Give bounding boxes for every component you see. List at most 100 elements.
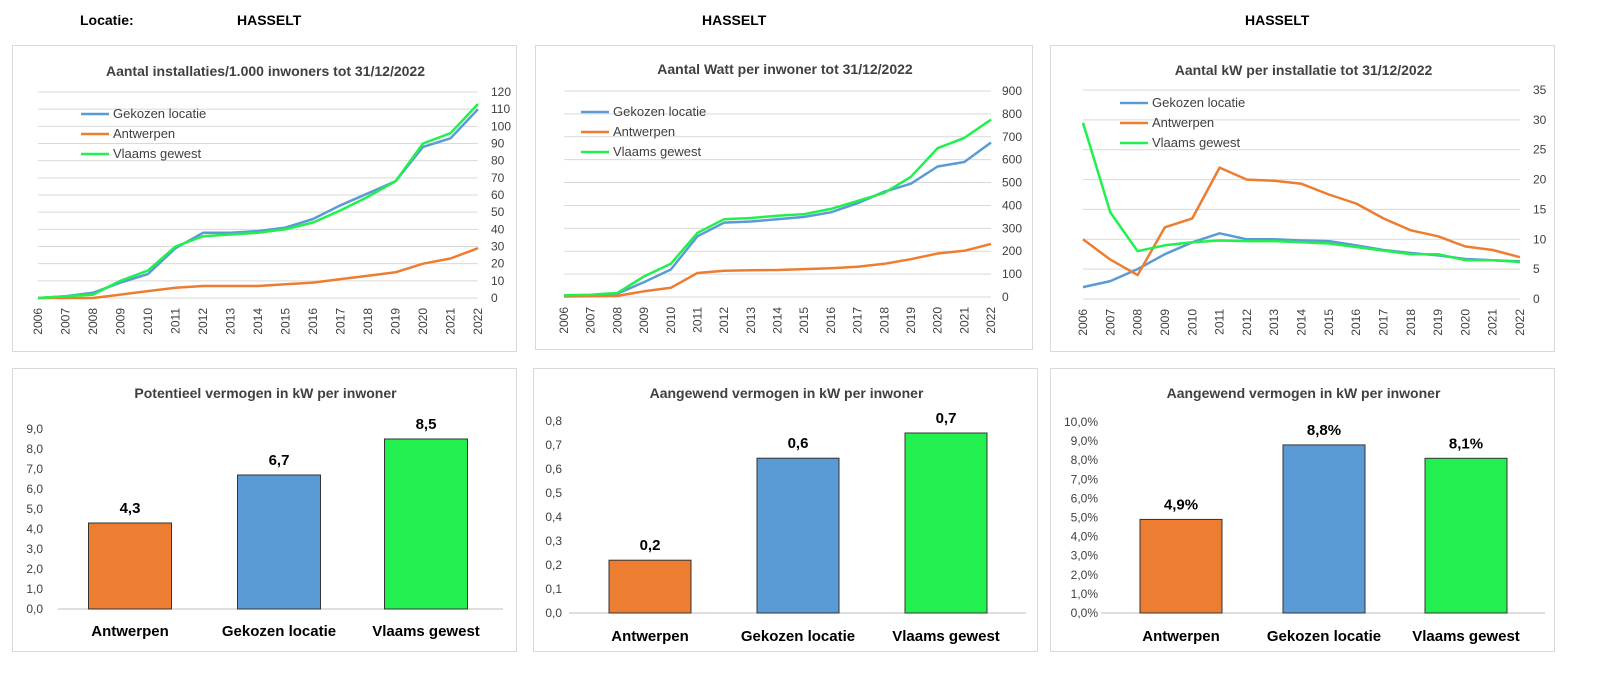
y-tick-label: 5,0 <box>26 502 43 516</box>
x-tick-label: 2011 <box>169 308 183 334</box>
y-tick-label: 0,4 <box>545 510 562 524</box>
y-tick-label: 200 <box>1002 244 1022 258</box>
x-tick-label: 2016 <box>306 308 320 335</box>
y-tick-label: 5,0% <box>1071 511 1099 525</box>
category-label: Gekozen locatie <box>1267 628 1381 645</box>
chart-title: Aantal Watt per inwoner tot 31/12/2022 <box>657 61 913 77</box>
bar <box>904 432 988 614</box>
chart-title: Aangewend vermogen in kW per inwoner <box>1167 385 1441 401</box>
series-line <box>38 247 479 300</box>
y-tick-label: 2,0 <box>26 562 43 576</box>
y-tick-label: 5 <box>1533 262 1540 276</box>
y-tick-label: 10 <box>1533 232 1547 246</box>
x-tick-label: 2012 <box>717 307 731 334</box>
y-tick-label: 4,0% <box>1071 530 1099 544</box>
chart-kw-per-installatie: Aantal kW per installatie tot 31/12/2022… <box>1050 45 1555 352</box>
data-label: 0,2 <box>640 537 661 554</box>
chart-aangewend-vermogen-pct: Aangewend vermogen in kW per inwoner 0,0%… <box>1050 368 1555 652</box>
y-tick-label: 10 <box>491 274 505 288</box>
x-tick-label: 2021 <box>1486 309 1500 336</box>
line-chart-svg: Aantal kW per installatie tot 31/12/2022… <box>1076 62 1547 336</box>
y-tick-label: 0,2 <box>545 558 562 572</box>
x-tick-label: 2018 <box>877 307 891 334</box>
series-line <box>1082 166 1521 277</box>
y-tick-label: 0,0 <box>545 606 562 620</box>
bar <box>1282 444 1366 614</box>
category-label: Antwerpen <box>91 623 169 640</box>
location-label: Locatie: <box>80 12 134 28</box>
y-tick-label: 0,8 <box>545 414 562 428</box>
category-label: Vlaams gewest <box>892 628 1000 645</box>
y-tick-label: 60 <box>491 188 505 202</box>
y-tick-label: 110 <box>491 102 510 116</box>
series-line <box>563 242 992 298</box>
x-tick-label: 2009 <box>114 308 128 335</box>
y-tick-label: 6,0% <box>1071 491 1099 505</box>
bar-chart-svg: Potentieel vermogen in kW per inwoner 0,0… <box>26 385 503 640</box>
x-tick-label: 2007 <box>59 308 73 335</box>
line-chart-svg: Aantal Watt per inwoner tot 31/12/2022 0 1… <box>557 61 1022 334</box>
y-tick-label: 0 <box>1002 290 1009 304</box>
x-tick-label: 2019 <box>904 307 918 334</box>
y-tick-label: 30 <box>491 240 505 254</box>
data-label: 0,6 <box>788 435 809 452</box>
category-label: Antwerpen <box>611 628 689 645</box>
legend-label: Antwerpen <box>613 124 675 139</box>
y-tick-label: 0 <box>1533 292 1540 306</box>
x-tick-label: 2007 <box>1103 309 1117 336</box>
x-tick-label: 2020 <box>416 308 430 335</box>
legend-label: Vlaams gewest <box>613 144 702 159</box>
x-tick-label: 2015 <box>279 308 293 335</box>
x-tick-label: 2013 <box>224 308 238 335</box>
y-tick-label: 900 <box>1002 84 1022 98</box>
y-tick-label: 500 <box>1002 176 1022 190</box>
x-tick-label: 2015 <box>797 307 811 334</box>
data-label: 4,3 <box>120 500 141 517</box>
x-tick-label: 2018 <box>1404 309 1418 336</box>
bar-chart-svg: Aangewend vermogen in kW per inwoner 0,0 0… <box>545 385 1026 645</box>
legend-label: Antwerpen <box>113 126 175 141</box>
data-label: 6,7 <box>269 452 290 469</box>
legend-label: Antwerpen <box>1152 115 1214 130</box>
chart-title: Aantal kW per installatie tot 31/12/2022 <box>1175 62 1433 78</box>
x-tick-label: 2014 <box>1295 309 1309 336</box>
y-tick-label: 10,0% <box>1064 415 1098 429</box>
x-tick-label: 2009 <box>1158 309 1172 336</box>
legend-label: Gekozen locatie <box>613 104 706 119</box>
x-tick-label: 2022 <box>984 307 998 334</box>
x-tick-label: 2008 <box>86 308 100 335</box>
y-tick-label: 0,3 <box>545 534 562 548</box>
x-tick-label: 2006 <box>557 307 571 334</box>
legend-label: Vlaams gewest <box>1152 135 1241 150</box>
x-tick-label: 2008 <box>1131 309 1145 336</box>
data-label: 8,1% <box>1449 435 1483 452</box>
y-tick-label: 40 <box>491 222 505 236</box>
legend-label: Gekozen locatie <box>1152 95 1245 110</box>
y-tick-label: 15 <box>1533 202 1547 216</box>
x-tick-label: 2020 <box>1458 309 1472 336</box>
x-tick-label: 2006 <box>1076 309 1090 336</box>
x-tick-label: 2010 <box>141 308 155 335</box>
y-tick-label: 9,0% <box>1071 434 1099 448</box>
x-tick-label: 2013 <box>744 307 758 334</box>
x-tick-label: 2006 <box>31 308 45 335</box>
y-tick-label: 0 <box>491 291 498 305</box>
chart-watt-per-inwoner: Aantal Watt per inwoner tot 31/12/2022 0 1… <box>535 45 1033 350</box>
x-tick-label: 2008 <box>610 307 624 334</box>
y-tick-label: 8,0 <box>26 442 43 456</box>
middle-location-title: HASSELT <box>702 12 767 28</box>
right-location-title: HASSELT <box>1245 12 1310 28</box>
x-tick-label: 2018 <box>361 308 375 335</box>
category-label: Vlaams gewest <box>1412 628 1520 645</box>
x-tick-label: 2021 <box>444 308 458 335</box>
y-tick-label: 3,0 <box>26 542 43 556</box>
y-tick-label: 120 <box>491 85 511 99</box>
y-tick-label: 25 <box>1533 143 1547 157</box>
y-tick-label: 20 <box>1533 173 1547 187</box>
y-tick-label: 70 <box>491 171 505 185</box>
bar <box>237 474 321 610</box>
y-tick-label: 2,0% <box>1071 568 1099 582</box>
x-tick-label: 2021 <box>957 307 971 334</box>
x-tick-label: 2016 <box>824 307 838 334</box>
x-tick-label: 2017 <box>1376 309 1390 336</box>
